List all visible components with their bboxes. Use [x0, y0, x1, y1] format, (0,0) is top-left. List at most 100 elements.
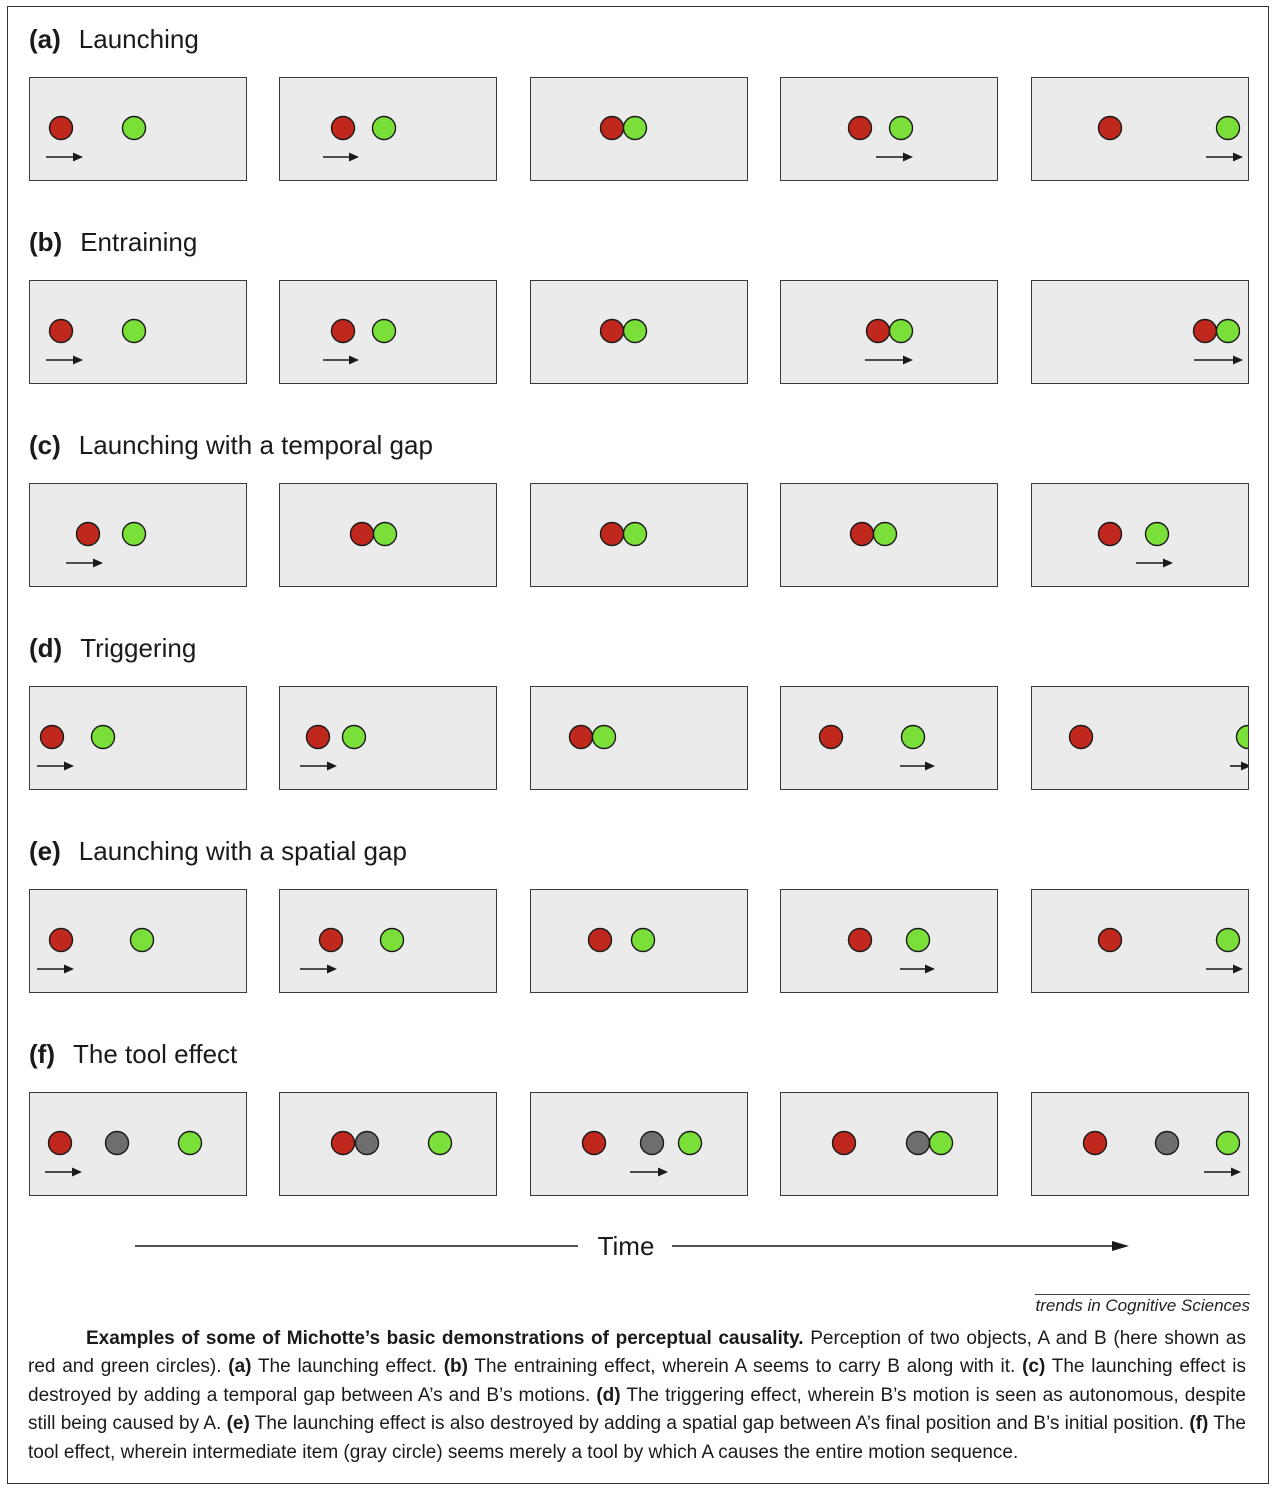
row-tag: (e) — [29, 836, 61, 866]
green-circle — [630, 927, 656, 953]
frame-drawing — [66, 521, 147, 568]
frame-panel-1-5 — [1031, 77, 1249, 181]
motion-arrow-head — [73, 355, 83, 365]
row-title-6: (f) The tool effect — [29, 1039, 237, 1070]
caption-text-b: The entraining effect, wherein A seems t… — [468, 1356, 1023, 1378]
red-circle — [330, 1130, 356, 1156]
frame-drawing — [300, 927, 405, 974]
frame-panel-2-2 — [279, 280, 497, 384]
red-circle — [48, 115, 74, 141]
motion-arrow-head — [1241, 761, 1248, 771]
frame-panel-2-1 — [29, 280, 247, 384]
green-circle — [888, 115, 914, 141]
red-circle — [865, 318, 891, 344]
row-tag: (f) — [29, 1039, 55, 1069]
frame-panel-6-3 — [530, 1092, 748, 1196]
motion-arrow-head — [1233, 355, 1243, 365]
motion-arrow-head — [93, 558, 103, 568]
red-circle — [1068, 724, 1094, 750]
frame-drawing — [1068, 724, 1248, 771]
green-circle — [888, 318, 914, 344]
red-circle — [818, 724, 844, 750]
frame-drawing — [323, 115, 397, 162]
caption-text-f: The tool effect, wherein intermediate it… — [28, 1413, 1246, 1463]
frame-panel-4-1 — [29, 686, 247, 790]
red-circle — [47, 1130, 73, 1156]
figure-frame — [7, 6, 1269, 1484]
green-circle — [928, 1130, 954, 1156]
motion-arrow-head — [925, 964, 935, 974]
caption-tag-d: (d) — [596, 1384, 621, 1406]
gray-circle — [905, 1130, 931, 1156]
row-tag: (d) — [29, 633, 63, 663]
frame-panel-6-5 — [1031, 1092, 1249, 1196]
motion-arrow-head — [349, 152, 359, 162]
motion-arrow-head — [327, 964, 337, 974]
green-circle — [1215, 115, 1241, 141]
green-circle — [121, 521, 147, 547]
red-circle — [48, 318, 74, 344]
gray-circle — [104, 1130, 130, 1156]
frame-panel-6-4 — [780, 1092, 998, 1196]
frame-panel-3-1 — [29, 483, 247, 587]
green-circle — [905, 927, 931, 953]
frame-panel-4-4 — [780, 686, 998, 790]
time-axis-arrowhead — [1112, 1241, 1129, 1251]
green-circle — [1144, 521, 1170, 547]
frame-drawing — [1097, 927, 1243, 974]
row-tag: (b) — [29, 227, 63, 257]
frame-panel-3-4 — [780, 483, 998, 587]
red-circle — [599, 318, 625, 344]
green-circle — [177, 1130, 203, 1156]
motion-arrow-head — [327, 761, 337, 771]
frame-drawing — [849, 521, 898, 547]
frame-drawing — [581, 1130, 703, 1177]
frame-panel-4-3 — [530, 686, 748, 790]
frame-drawing — [46, 318, 147, 365]
frame-drawing — [37, 927, 155, 974]
frame-drawing — [37, 724, 116, 771]
motion-arrow-head — [903, 152, 913, 162]
red-circle — [318, 927, 344, 953]
red-circle — [599, 521, 625, 547]
red-circle — [75, 521, 101, 547]
caption-text-c: The launching effect is destroyed by add… — [28, 1356, 1246, 1406]
motion-arrow-head — [349, 355, 359, 365]
caption-lead: Examples of some of Michotte’s basic dem… — [86, 1328, 804, 1349]
frame-panel-1-2 — [279, 77, 497, 181]
red-circle — [599, 115, 625, 141]
frame-drawing — [323, 318, 397, 365]
frame-drawing — [349, 521, 398, 547]
red-circle — [847, 115, 873, 141]
frame-panel-3-5 — [1031, 483, 1249, 587]
green-circle — [379, 927, 405, 953]
green-circle — [591, 724, 617, 750]
motion-arrow-head — [658, 1167, 668, 1177]
red-circle — [587, 927, 613, 953]
caption-tag-c: (c) — [1022, 1356, 1046, 1378]
frame-drawing — [587, 927, 656, 953]
red-circle — [1192, 318, 1218, 344]
frame-panel-4-2 — [279, 686, 497, 790]
motion-arrow-head — [73, 152, 83, 162]
gray-circle — [1154, 1130, 1180, 1156]
green-circle — [622, 115, 648, 141]
frame-panel-1-1 — [29, 77, 247, 181]
frame-panel-2-5 — [1031, 280, 1249, 384]
green-circle — [90, 724, 116, 750]
row-title-text: Launching with a temporal gap — [78, 430, 433, 460]
frame-panel-5-5 — [1031, 889, 1249, 993]
frame-panel-5-1 — [29, 889, 247, 993]
row-title-text: The tool effect — [72, 1039, 238, 1069]
frame-drawing — [599, 115, 648, 141]
green-circle — [341, 724, 367, 750]
frame-panel-6-1 — [29, 1092, 247, 1196]
green-circle — [677, 1130, 703, 1156]
row-tag: (c) — [29, 430, 61, 460]
green-circle — [1215, 1130, 1241, 1156]
row-tag: (a) — [29, 24, 61, 54]
red-circle — [847, 927, 873, 953]
green-circle — [622, 318, 648, 344]
caption-intro: Perception of two objects, A and B (here… — [28, 1328, 1246, 1378]
row-title-1: (a) Launching — [29, 24, 199, 55]
